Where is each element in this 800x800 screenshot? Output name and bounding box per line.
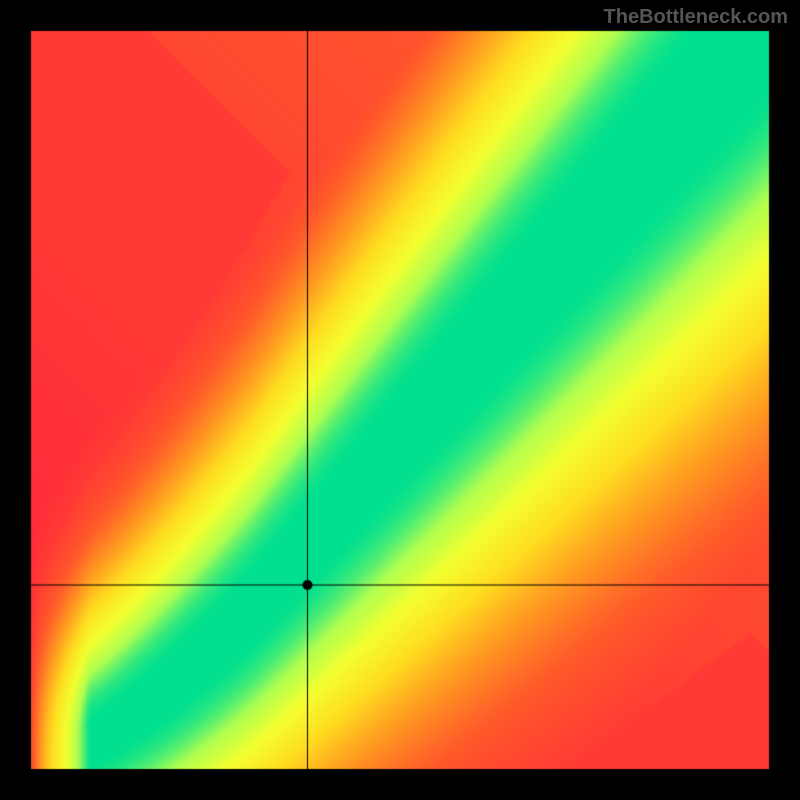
bottleneck-heatmap xyxy=(0,0,800,800)
chart-container: TheBottleneck.com xyxy=(0,0,800,800)
watermark-text: TheBottleneck.com xyxy=(604,6,788,29)
